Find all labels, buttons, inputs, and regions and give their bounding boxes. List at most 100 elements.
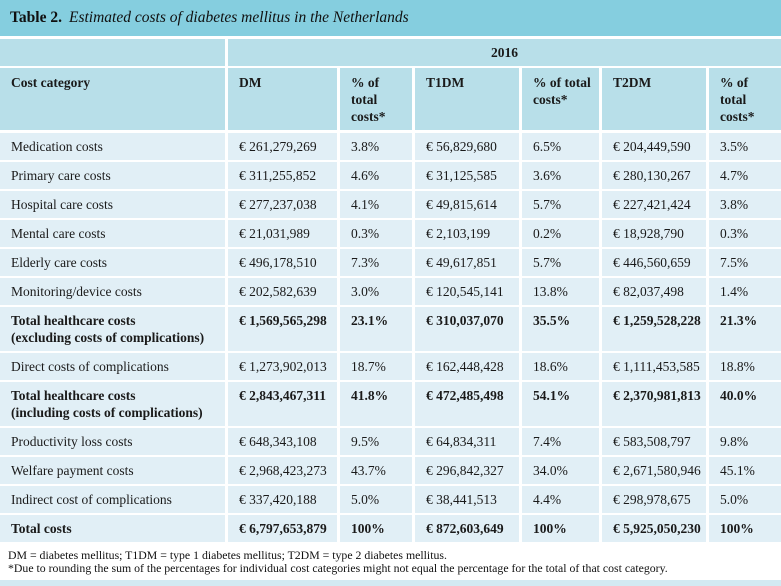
cost-category-label-line2: (including costs of complications) xyxy=(11,405,203,420)
cost-category-label: Total healthcare costs xyxy=(11,388,136,403)
table-row: Welfare payment costs € 2,968,423,273 43… xyxy=(0,457,781,484)
dm-percent: 100% xyxy=(340,515,412,542)
t2dm-value: € 5,925,050,230 xyxy=(602,515,706,542)
t1dm-value: € 38,441,513 xyxy=(415,486,519,513)
cost-category-label: Direct costs of complications xyxy=(11,359,169,374)
dm-value: € 202,582,639 xyxy=(228,278,337,305)
table-row: Total costs € 6,797,653,879 100% € 872,6… xyxy=(0,515,781,542)
cost-category-label: Primary care costs xyxy=(11,168,111,183)
column-header-t2dm: T2DM xyxy=(602,68,706,130)
footnote-abbreviations: DM = diabetes mellitus; T1DM = type 1 di… xyxy=(8,548,447,562)
t2dm-value: € 82,037,498 xyxy=(602,278,706,305)
dm-percent: 0.3% xyxy=(340,220,412,247)
table-body: Medication costs € 261,279,269 3.8% € 56… xyxy=(0,133,781,542)
t2dm-value: € 227,421,424 xyxy=(602,191,706,218)
t1dm-percent: 34.0% xyxy=(522,457,599,484)
cost-category-label: Elderly care costs xyxy=(11,255,107,270)
t1dm-value: € 162,448,428 xyxy=(415,353,519,380)
table-row: Total healthcare costs (including costs … xyxy=(0,382,781,426)
cost-category-cell: Medication costs xyxy=(0,133,225,160)
cost-category-label: Total costs xyxy=(11,521,72,536)
column-header-dm: DM xyxy=(228,68,337,130)
t1dm-value: € 310,037,070 xyxy=(415,307,519,351)
cost-category-cell: Monitoring/device costs xyxy=(0,278,225,305)
column-header-cost-category: Cost category xyxy=(0,68,225,130)
t1dm-percent: 5.7% xyxy=(522,191,599,218)
table-row: Direct costs of complications € 1,273,90… xyxy=(0,353,781,380)
t2dm-percent: 9.8% xyxy=(709,428,781,455)
t2dm-percent: 0.3% xyxy=(709,220,781,247)
table-caption: Estimated costs of diabetes mellitus in … xyxy=(68,9,409,26)
cost-category-cell: Mental care costs xyxy=(0,220,225,247)
cost-category-cell: Productivity loss costs xyxy=(0,428,225,455)
dm-percent: 7.3% xyxy=(340,249,412,276)
column-header-dm-percent: % of total costs* xyxy=(340,68,412,130)
t1dm-percent: 3.6% xyxy=(522,162,599,189)
bottom-border-strip xyxy=(0,580,781,586)
column-header-t1dm: T1DM xyxy=(415,68,519,130)
dm-value: € 337,420,188 xyxy=(228,486,337,513)
t2dm-value: € 298,978,675 xyxy=(602,486,706,513)
cost-category-label: Hospital care costs xyxy=(11,197,113,212)
cost-category-label: Monitoring/device costs xyxy=(11,284,142,299)
t2dm-percent: 7.5% xyxy=(709,249,781,276)
cost-category-cell: Total healthcare costs (including costs … xyxy=(0,382,225,426)
t2dm-percent: 40.0% xyxy=(709,382,781,426)
t2dm-percent: 5.0% xyxy=(709,486,781,513)
t1dm-value: € 872,603,649 xyxy=(415,515,519,542)
t2dm-percent: 1.4% xyxy=(709,278,781,305)
dm-value: € 21,031,989 xyxy=(228,220,337,247)
dm-percent: 4.6% xyxy=(340,162,412,189)
cost-category-cell: Primary care costs xyxy=(0,162,225,189)
t2dm-value: € 204,449,590 xyxy=(602,133,706,160)
dm-value: € 2,843,467,311 xyxy=(228,382,337,426)
table-title-bar: Table 2. Estimated costs of diabetes mel… xyxy=(0,0,781,36)
t1dm-percent: 18.6% xyxy=(522,353,599,380)
dm-percent: 9.5% xyxy=(340,428,412,455)
dm-percent: 4.1% xyxy=(340,191,412,218)
t1dm-percent: 13.8% xyxy=(522,278,599,305)
t2dm-value: € 280,130,267 xyxy=(602,162,706,189)
dm-percent: 5.0% xyxy=(340,486,412,513)
t2dm-percent: 3.8% xyxy=(709,191,781,218)
cost-category-cell: Direct costs of complications xyxy=(0,353,225,380)
table-row: Primary care costs € 311,255,852 4.6% € … xyxy=(0,162,781,189)
t1dm-value: € 2,103,199 xyxy=(415,220,519,247)
dm-value: € 6,797,653,879 xyxy=(228,515,337,542)
table-number: Table 2. xyxy=(10,9,62,26)
table-row: Hospital care costs € 277,237,038 4.1% €… xyxy=(0,191,781,218)
footnotes: DM = diabetes mellitus; T1DM = type 1 di… xyxy=(0,544,781,575)
t2dm-value: € 2,671,580,946 xyxy=(602,457,706,484)
t1dm-value: € 49,815,614 xyxy=(415,191,519,218)
year-header: 2016 xyxy=(228,39,781,66)
cost-category-label: Productivity loss costs xyxy=(11,434,133,449)
cost-category-label-line2: (excluding costs of complications) xyxy=(11,330,205,345)
t2dm-value: € 583,508,797 xyxy=(602,428,706,455)
t1dm-value: € 472,485,498 xyxy=(415,382,519,426)
t2dm-percent: 4.7% xyxy=(709,162,781,189)
cost-category-cell: Total costs xyxy=(0,515,225,542)
t1dm-value: € 31,125,585 xyxy=(415,162,519,189)
t2dm-value: € 446,560,659 xyxy=(602,249,706,276)
cost-category-cell: Indirect cost of complications xyxy=(0,486,225,513)
dm-percent: 23.1% xyxy=(340,307,412,351)
dm-value: € 277,237,038 xyxy=(228,191,337,218)
t1dm-percent: 4.4% xyxy=(522,486,599,513)
table-row: Productivity loss costs € 648,343,108 9.… xyxy=(0,428,781,455)
t2dm-percent: 21.3% xyxy=(709,307,781,351)
cost-category-label: Welfare payment costs xyxy=(11,463,134,478)
t1dm-percent: 54.1% xyxy=(522,382,599,426)
column-header-t2dm-percent: % of total costs* xyxy=(709,68,781,130)
year-header-empty-cell xyxy=(0,39,225,66)
t1dm-value: € 120,545,141 xyxy=(415,278,519,305)
t1dm-value: € 56,829,680 xyxy=(415,133,519,160)
dm-value: € 496,178,510 xyxy=(228,249,337,276)
t2dm-percent: 45.1% xyxy=(709,457,781,484)
dm-percent: 41.8% xyxy=(340,382,412,426)
t2dm-value: € 18,928,790 xyxy=(602,220,706,247)
table-row: Monitoring/device costs € 202,582,639 3.… xyxy=(0,278,781,305)
t1dm-value: € 296,842,327 xyxy=(415,457,519,484)
column-header-t1dm-percent: % of total costs* xyxy=(522,68,599,130)
cost-category-cell: Welfare payment costs xyxy=(0,457,225,484)
t2dm-value: € 1,259,528,228 xyxy=(602,307,706,351)
